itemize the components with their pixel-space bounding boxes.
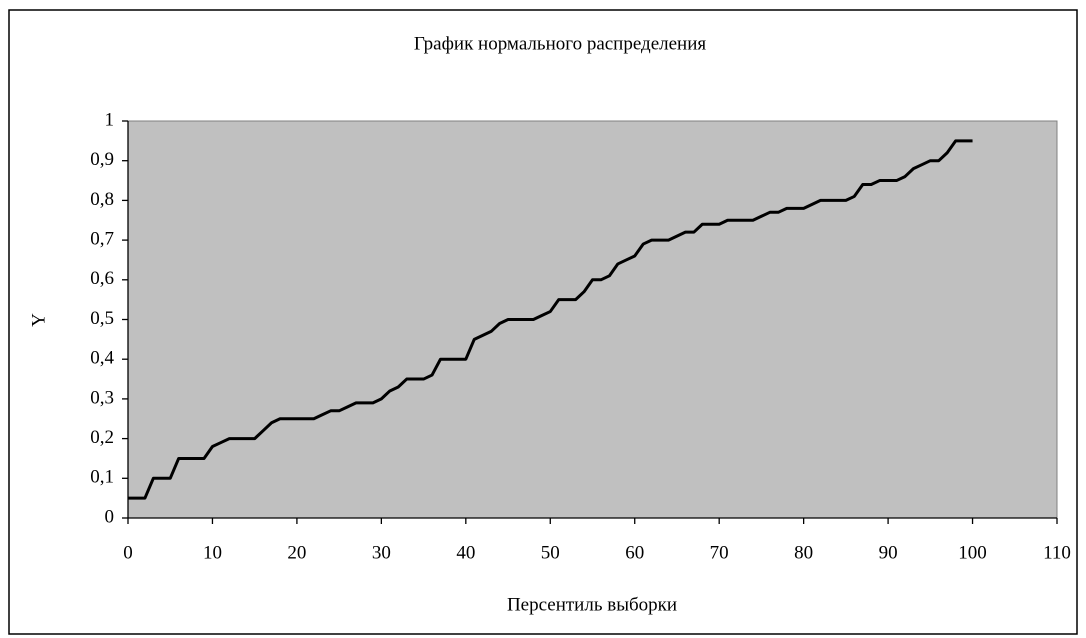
y-tick-label: 1 (105, 109, 115, 130)
x-tick-label: 20 (287, 542, 306, 563)
data-line (128, 139, 973, 500)
x-tick-label: 0 (123, 542, 133, 563)
y-tick-label: 0,5 (90, 308, 114, 329)
y-axis-label: Y (28, 313, 49, 327)
y-tick-label: 0,7 (90, 228, 114, 249)
x-tick-label: 90 (879, 542, 898, 563)
x-tick-label: 100 (958, 542, 987, 563)
y-tick-label: 0,6 (90, 268, 114, 289)
x-tick-label: 40 (456, 542, 475, 563)
y-tick-label: 0,2 (90, 427, 114, 448)
plot-area (127, 120, 1058, 519)
y-tick-label: 0,3 (90, 387, 114, 408)
y-tick-label: 0,4 (90, 348, 114, 369)
chart-title: График нормального распределения (414, 33, 707, 54)
x-tick-label: 110 (1043, 542, 1071, 563)
x-tick-label: 70 (710, 542, 729, 563)
x-tick-label: 60 (625, 542, 644, 563)
x-tick-label: 50 (541, 542, 560, 563)
x-axis-label: Персентиль выборки (507, 594, 677, 615)
y-tick-label: 0,9 (90, 149, 114, 170)
y-tick-label: 0 (105, 506, 115, 527)
y-tick-label: 0,8 (90, 189, 114, 210)
y-tick-label: 0,1 (90, 467, 114, 488)
x-tick-label: 10 (203, 542, 222, 563)
x-tick-label: 30 (372, 542, 391, 563)
x-tick-label: 80 (794, 542, 813, 563)
